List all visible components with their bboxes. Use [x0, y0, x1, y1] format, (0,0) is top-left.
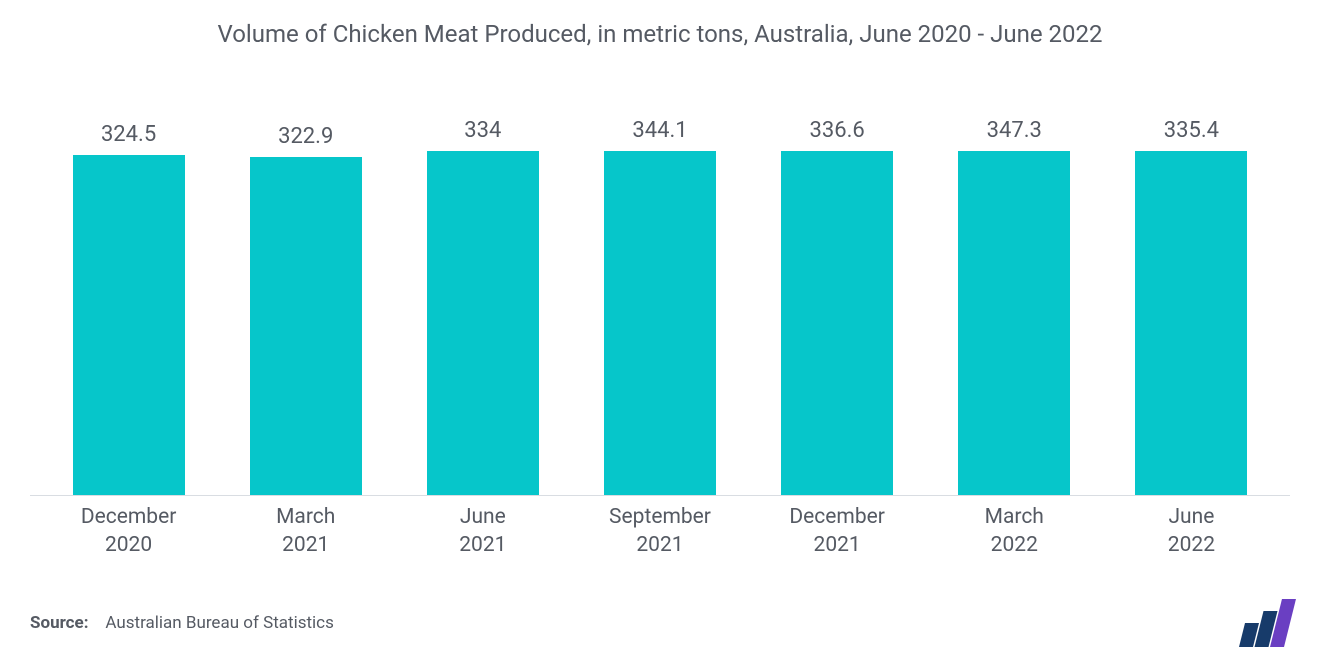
bar [250, 157, 362, 496]
bar [781, 151, 893, 495]
category-row: December2020March2021June2021September20… [30, 496, 1290, 559]
category-label: March2021 [217, 504, 394, 559]
bar [958, 151, 1070, 495]
bars-row: 324.5 322.9 334 344.1 336.6 347.3 335.4 [30, 58, 1290, 496]
bar-value-label: 324.5 [101, 122, 156, 147]
bar-group: 334 [394, 118, 571, 495]
chart-area: 324.5 322.9 334 344.1 336.6 347.3 335.4 Decemb… [30, 58, 1290, 559]
bar-group: 335.4 [1103, 118, 1280, 495]
category-label: June2021 [394, 504, 571, 559]
bar-group: 322.9 [217, 118, 394, 495]
chart-container: Volume of Chicken Meat Produced, in metr… [0, 0, 1320, 665]
category-label: March2022 [926, 504, 1103, 559]
bar-group: 324.5 [40, 118, 217, 495]
bar-group: 347.3 [926, 118, 1103, 495]
chart-title: Volume of Chicken Meat Produced, in metr… [30, 20, 1290, 48]
category-label: June2022 [1103, 504, 1280, 559]
category-label: December2021 [749, 504, 926, 559]
bar [73, 155, 185, 495]
source-prefix: Source: [30, 613, 88, 633]
footer: Source: Australian Bureau of Statistics [30, 559, 1290, 647]
source-line: Source: Australian Bureau of Statistics [30, 613, 334, 633]
bar-group: 336.6 [749, 118, 926, 495]
bar-value-label: 334 [464, 118, 501, 143]
category-label: December2020 [40, 504, 217, 559]
bar [1135, 151, 1247, 495]
bar [604, 151, 716, 495]
bar [427, 151, 539, 495]
bar-value-label: 336.6 [810, 118, 865, 143]
brand-logo [1242, 599, 1290, 647]
bar-group: 344.1 [571, 118, 748, 495]
category-label: September2021 [571, 504, 748, 559]
bar-value-label: 344.1 [632, 118, 687, 143]
source-text: Australian Bureau of Statistics [105, 613, 333, 633]
bar-value-label: 335.4 [1164, 118, 1219, 143]
bar-value-label: 347.3 [987, 118, 1042, 143]
bar-value-label: 322.9 [278, 124, 333, 149]
